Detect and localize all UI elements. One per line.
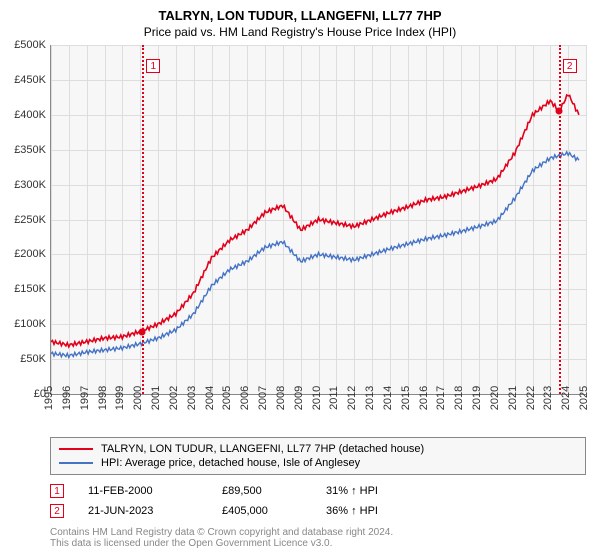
annotation-index-box: 1 — [50, 484, 64, 498]
y-axis-label: £450K — [14, 74, 51, 86]
annotation-table: 1 11-FEB-2000 £89,500 31% ↑ HPI 2 21-JUN-2023… — [50, 481, 586, 521]
chart-lines — [51, 45, 586, 394]
y-axis-label: £50K — [20, 353, 51, 365]
footer-copyright: Contains HM Land Registry data © Crown c… — [50, 527, 586, 538]
legend-swatch — [59, 448, 93, 450]
chart-subtitle: Price paid vs. HM Land Registry's House … — [0, 23, 600, 45]
annotation-row: 2 21-JUN-2023 £405,000 36% ↑ HPI — [50, 501, 586, 521]
annotation-date: 11-FEB-2000 — [88, 485, 198, 497]
chart-plot-area: £0£50K£100K£150K£200K£250K£300K£350K£400… — [50, 45, 586, 395]
annotation-price: £89,500 — [222, 485, 302, 497]
y-axis-label: £300K — [14, 179, 51, 191]
annotation-price: £405,000 — [222, 505, 302, 517]
legend-item: HPI: Average price, detached house, Isle… — [59, 456, 577, 470]
legend-label: HPI: Average price, detached house, Isle… — [101, 457, 360, 469]
annotation-date: 21-JUN-2023 — [88, 505, 198, 517]
event-marker-box: 2 — [563, 59, 577, 73]
y-axis-label: £350K — [14, 144, 51, 156]
annotation-delta: 36% ↑ HPI — [326, 505, 378, 517]
event-vline — [142, 45, 144, 394]
y-axis-label: £200K — [14, 248, 51, 260]
chart-container: TALRYN, LON TUDUR, LLANGEFNI, LL77 7HP P… — [0, 0, 600, 560]
grid-line-v — [586, 45, 587, 394]
event-vline — [559, 45, 561, 394]
chart-title: TALRYN, LON TUDUR, LLANGEFNI, LL77 7HP — [0, 0, 600, 23]
annotation-delta: 31% ↑ HPI — [326, 485, 378, 497]
y-axis-label: £150K — [14, 283, 51, 295]
y-axis-label: £250K — [14, 214, 51, 226]
legend-label: TALRYN, LON TUDUR, LLANGEFNI, LL77 7HP (… — [101, 443, 424, 455]
series-line — [51, 152, 579, 358]
annotation-row: 1 11-FEB-2000 £89,500 31% ↑ HPI — [50, 481, 586, 501]
legend-swatch — [59, 462, 93, 464]
y-axis-label: £500K — [14, 39, 51, 51]
y-axis-label: £400K — [14, 109, 51, 121]
chart-footer: Contains HM Land Registry data © Crown c… — [50, 527, 586, 549]
series-line — [51, 95, 579, 347]
event-marker-box: 1 — [146, 59, 160, 73]
y-axis-label: £100K — [14, 318, 51, 330]
footer-license: This data is licensed under the Open Gov… — [50, 538, 586, 549]
annotation-index-box: 2 — [50, 504, 64, 518]
legend-item: TALRYN, LON TUDUR, LLANGEFNI, LL77 7HP (… — [59, 442, 577, 456]
chart-legend: TALRYN, LON TUDUR, LLANGEFNI, LL77 7HP (… — [50, 437, 586, 475]
